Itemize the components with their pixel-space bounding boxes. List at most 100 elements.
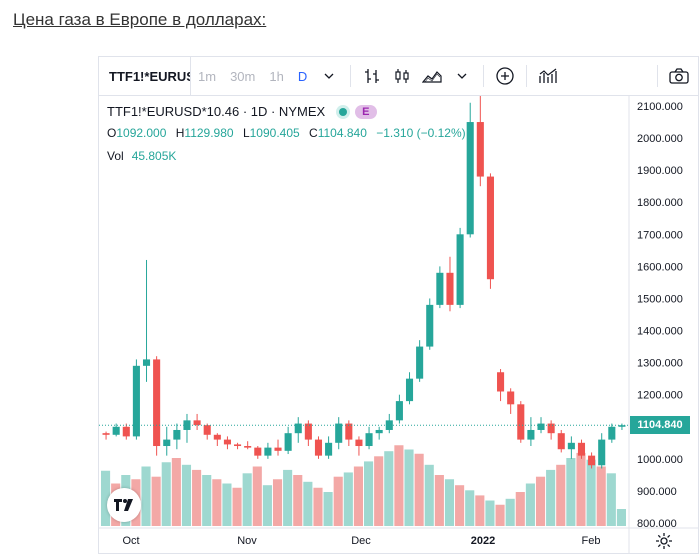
candle-body	[557, 433, 565, 450]
y-tick-label: 1600.000	[637, 261, 683, 273]
volume-bar	[596, 466, 606, 526]
candle-body	[193, 420, 201, 426]
volume-bar	[161, 462, 171, 526]
candle-body	[153, 359, 161, 447]
page-heading[interactable]: Цена газа в Европе в долларах:	[13, 10, 267, 29]
candle-body	[345, 423, 353, 440]
candle-body	[517, 404, 525, 440]
volume-bar	[586, 459, 596, 526]
candle-body	[618, 425, 626, 427]
volume-bar	[525, 483, 535, 526]
add-indicator-icon[interactable]	[494, 64, 516, 88]
candle-body	[304, 423, 312, 440]
camera-icon[interactable]	[668, 64, 690, 88]
candle-body	[335, 423, 343, 443]
volume-bar	[434, 475, 444, 526]
volume-bar	[323, 492, 333, 526]
symbol-search-button[interactable]: TTF1!*EURUS	[99, 57, 191, 95]
x-tick-label: Dec	[351, 535, 371, 547]
volume-bar	[171, 458, 181, 526]
chart-type-chevron-icon[interactable]	[451, 64, 473, 88]
candle-body	[436, 272, 444, 305]
gear-icon[interactable]	[655, 532, 673, 550]
y-tick-label: 1900.000	[637, 165, 683, 177]
candle-body	[173, 429, 181, 440]
volume-bar	[495, 504, 505, 526]
volume-bar	[455, 485, 465, 526]
x-tick-label: 2022	[471, 535, 495, 547]
candle-body	[577, 442, 586, 456]
volume-bar	[394, 445, 404, 526]
candle-body	[497, 372, 505, 392]
candle-body	[365, 433, 373, 447]
volume-bar	[333, 476, 343, 526]
close-value: 1104.840	[317, 126, 367, 140]
volume-bar	[616, 509, 626, 526]
volume-bar	[202, 475, 212, 526]
y-tick-label: 1300.000	[637, 358, 683, 370]
volume-bar	[222, 483, 232, 526]
timeframe-1m[interactable]: 1m	[198, 68, 217, 84]
candle-body	[385, 420, 393, 430]
current-price-label: 1104.840	[630, 416, 690, 435]
volume-bar	[192, 469, 202, 526]
events-badge[interactable]: E	[355, 104, 377, 119]
volume-bar	[232, 487, 242, 526]
y-tick-label: 900.000	[637, 486, 677, 498]
volume-bar	[465, 490, 475, 526]
volume-bar	[313, 487, 323, 526]
volume-bar	[485, 500, 495, 526]
y-tick-label: 1500.000	[637, 293, 683, 305]
y-tick-label: 2000.000	[637, 133, 683, 145]
volume-bar	[242, 473, 252, 526]
candle-body	[547, 423, 555, 434]
timeframe-d[interactable]: D	[297, 68, 308, 84]
indicators-icon[interactable]	[537, 64, 559, 88]
tradingview-logo[interactable]	[107, 488, 141, 522]
x-tick-label: Feb	[582, 535, 601, 547]
candle-body	[588, 455, 596, 466]
y-tick-label: 1000.000	[637, 454, 683, 466]
candle-body	[405, 378, 414, 402]
timeframe-1h[interactable]: 1h	[269, 68, 284, 84]
y-tick-label: 1800.000	[637, 197, 683, 209]
candle-body	[234, 444, 242, 447]
volume-bar	[303, 481, 313, 526]
volume-bar	[293, 475, 303, 526]
candle-body	[254, 447, 262, 456]
timeframe-30m[interactable]: 30m	[230, 68, 256, 84]
volume-bar	[384, 451, 394, 526]
candle-body	[355, 439, 363, 447]
candles-chart-icon[interactable]	[391, 64, 413, 88]
candle-body	[426, 304, 434, 347]
candle-body	[598, 439, 606, 466]
candle-body	[446, 272, 454, 305]
y-tick-label: 1400.000	[637, 326, 683, 338]
y-tick-label: 800.000	[637, 518, 677, 530]
chevron-down-icon[interactable]	[318, 64, 340, 88]
area-chart-icon[interactable]	[421, 64, 443, 88]
candle-body	[537, 423, 545, 430]
bars-chart-icon[interactable]	[361, 64, 383, 88]
candle-body	[325, 442, 333, 456]
candle-body	[375, 429, 383, 434]
candle-body	[264, 447, 272, 456]
volume-bar	[576, 452, 586, 526]
x-tick-label: Oct	[122, 535, 139, 547]
price-chart[interactable]: 2100.000 2000.000 1900.000 1800.000 1700.000…	[99, 96, 698, 553]
chart-toolbar: TTF1!*EURUS 1m 30m 1h D	[99, 57, 698, 96]
y-tick-label: 2100.000	[637, 101, 683, 113]
candle-body	[567, 442, 575, 450]
low-value: 1090.405	[249, 126, 300, 140]
volume-value: 45.805K	[131, 149, 177, 163]
candle-body	[608, 426, 616, 440]
candle-body	[416, 346, 424, 379]
candle-body	[395, 401, 403, 421]
candle-body	[132, 365, 140, 437]
candle-body	[284, 433, 292, 451]
volume-bar	[272, 479, 283, 526]
candle-body	[142, 359, 151, 366]
high-value: 1129.980	[184, 126, 234, 140]
candle-body	[244, 446, 252, 448]
volume-bar	[515, 492, 525, 526]
